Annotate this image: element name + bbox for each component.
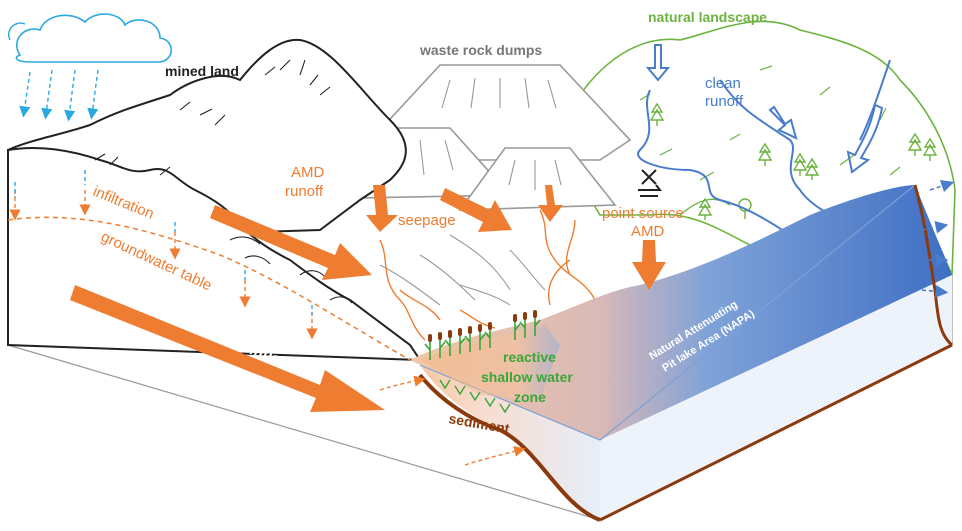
tree-icon	[649, 102, 938, 220]
seepage-label: seepage	[398, 212, 456, 229]
seepage-channels	[379, 209, 596, 341]
rain-infiltration-blue	[14, 170, 313, 315]
natural-landscape-label: natural landscape	[648, 9, 767, 25]
submerged-plants-icon	[439, 379, 511, 414]
reactive-shallow-zone	[420, 310, 560, 414]
amd-runoff-label-2: runoff	[285, 183, 324, 200]
waste-rock-dumps-label: waste rock dumps	[419, 42, 542, 58]
seepage-arrow-2	[440, 188, 512, 232]
seepage-arrow-1	[366, 185, 398, 232]
runoff-arrows	[645, 44, 884, 174]
mined-land-hills	[7, 38, 422, 362]
infiltration-arrows	[9, 190, 526, 466]
clean-runoff-label: clean	[705, 75, 741, 92]
clean-runoff-streams	[637, 59, 891, 236]
reactive-zone-label-2: shallow water	[481, 369, 573, 385]
groundwater-table	[7, 216, 411, 361]
seepage-arrow-3	[538, 185, 563, 222]
mine-pickaxe-icon	[638, 169, 663, 197]
diffuse-amd-arrow	[70, 285, 385, 412]
reactive-zone-label-3: zone	[514, 389, 546, 405]
reactive-zone-label: reactive	[503, 349, 556, 365]
mined-land-label: mined land	[165, 63, 239, 79]
gray-seepage-lines	[379, 234, 546, 306]
amd-flow-arrows	[70, 185, 666, 412]
amd-runoff-label: AMD	[291, 164, 325, 181]
point-source-label-2: AMD	[631, 223, 665, 240]
rain-cloud-icon	[8, 13, 173, 122]
point-source-arrow	[632, 240, 666, 290]
sediment-right	[913, 184, 954, 347]
point-source-label: point source	[602, 205, 684, 222]
amd-runoff-arrow	[210, 205, 372, 280]
outflow-arrows	[921, 179, 955, 298]
cattail-heads	[428, 310, 537, 342]
clean-runoff-label-2: runoff	[705, 93, 744, 110]
pit-lake	[410, 184, 954, 522]
